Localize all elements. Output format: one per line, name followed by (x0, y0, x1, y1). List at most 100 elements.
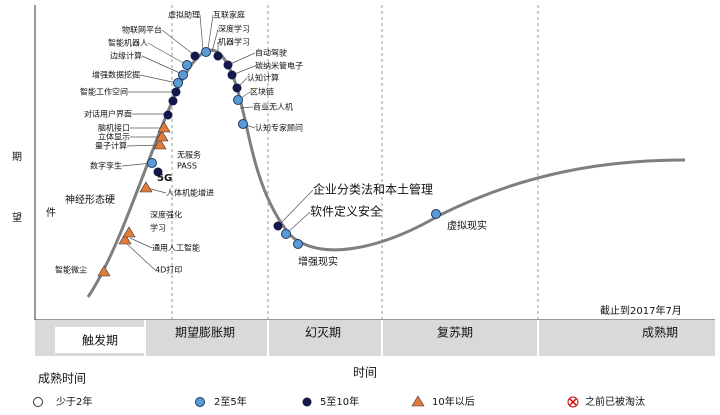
tech-label: 增强数据挖掘 (92, 70, 140, 80)
tech-label: 深度强化 (150, 210, 182, 220)
marker (97, 265, 111, 277)
markers (97, 47, 441, 277)
tech-label: 增强现实 (298, 255, 338, 268)
tech-label: 智能微尘 (55, 265, 87, 275)
marker (171, 87, 181, 97)
tech-label: 人体机能增进 (166, 188, 214, 198)
legend-marker (33, 397, 43, 407)
phase-label: 触发期 (82, 333, 118, 348)
tech-label: 自动驾驶 (255, 48, 287, 58)
y-axis-label: 望 (12, 211, 22, 224)
marker (153, 167, 163, 177)
leader-line (227, 52, 256, 66)
y-axis-label: 期 (12, 151, 22, 163)
leader-line (161, 29, 194, 55)
tech-label: 立体显示 (98, 132, 130, 142)
leader-line (126, 144, 161, 147)
marker (139, 181, 153, 193)
leader-line (139, 74, 178, 84)
legend-label: 之前已被淘汰 (585, 395, 645, 408)
tech-label: 虚拟现实 (447, 219, 487, 232)
marker (281, 229, 291, 239)
marker (118, 233, 132, 245)
marker (223, 60, 233, 70)
marker (178, 70, 188, 80)
legend-label: 10年以后 (432, 395, 475, 408)
tech-label: 商业无人机 (253, 102, 293, 112)
marker (227, 70, 237, 80)
tech-label: 互联家庭 (213, 10, 245, 20)
tech-label: 企业分类法和本土管理 (313, 182, 433, 197)
leader-line (207, 14, 214, 50)
tech-label: 碳纳米管电子 (255, 61, 303, 71)
marker (233, 95, 243, 105)
tech-label: 无服务 (177, 150, 201, 160)
phase-bar (35, 320, 715, 356)
tech-label: 通用人工智能 (152, 243, 200, 253)
tech-label: 脑机接口 (98, 123, 130, 133)
tech-label: 虚拟助理 (168, 10, 200, 20)
legend-marker (411, 395, 425, 407)
tech-label: 物联网平台 (122, 25, 162, 35)
x-axis-label: 时间 (353, 366, 377, 380)
legend-title: 成熟时间 (38, 371, 86, 386)
phase-label: 幻灭期 (305, 326, 341, 340)
tech-label: 区块链 (250, 87, 274, 97)
phase-box (55, 327, 145, 353)
marker (182, 60, 192, 70)
tech-label: 智能机器人 (108, 38, 148, 48)
marker (273, 221, 283, 231)
marker (431, 209, 441, 219)
tech-label: 机器学习 (218, 37, 250, 47)
phase-dividers (171, 5, 539, 320)
legend-marker (195, 397, 205, 407)
legend-label: 2至5年 (214, 395, 247, 408)
phase-label: 成熟期 (642, 325, 678, 340)
marker (213, 51, 223, 61)
marker (163, 110, 173, 120)
marker (190, 51, 200, 61)
marker (232, 83, 242, 93)
marker (238, 119, 248, 129)
legend-marker (569, 398, 577, 406)
leader-lines (121, 14, 314, 271)
marker (168, 96, 178, 106)
note: 截止到2017年7月 (600, 304, 682, 317)
leader-line (285, 211, 311, 235)
tech-label: 深度学习 (218, 24, 250, 34)
tech-label: 认知计算 (247, 73, 279, 83)
marker (147, 158, 157, 168)
marker (122, 226, 136, 238)
tech-label: 软件定义安全 (310, 204, 382, 219)
legend-label: 少于2年 (56, 395, 92, 408)
legend: 少于2年 2至5年 5至10年 10年以后 之前已被淘汰 (33, 395, 645, 408)
marker (173, 78, 183, 88)
tech-label: 神经形态硬 (65, 193, 115, 206)
phase-label: 期望膨胀期 (175, 326, 235, 340)
marker (201, 47, 211, 57)
leader-line (239, 106, 254, 109)
leader-line (199, 14, 204, 51)
tech-label: 学习 (150, 223, 166, 233)
tech-label: 认知专家顾问 (255, 123, 303, 133)
marker (293, 239, 303, 249)
phase-separators (144, 320, 539, 356)
tech-label: PASS (177, 162, 197, 171)
tech-label: 数字孪生 (90, 161, 122, 171)
legend-label: 5至10年 (320, 395, 359, 408)
marker (153, 138, 167, 150)
phase-label: 复苏期 (437, 326, 473, 340)
tech-label: 智能工作空间 (80, 87, 128, 97)
leader-line (211, 28, 219, 53)
tech-label: 5G (157, 173, 172, 184)
leader-line (121, 162, 153, 167)
leader-line (125, 242, 156, 271)
leader-line (129, 237, 153, 249)
marker (155, 130, 169, 142)
marker (157, 121, 171, 133)
tech-label: 量子计算 (95, 141, 127, 151)
tech-label: 件 (46, 207, 56, 219)
tech-label: 4D打印 (155, 265, 182, 275)
